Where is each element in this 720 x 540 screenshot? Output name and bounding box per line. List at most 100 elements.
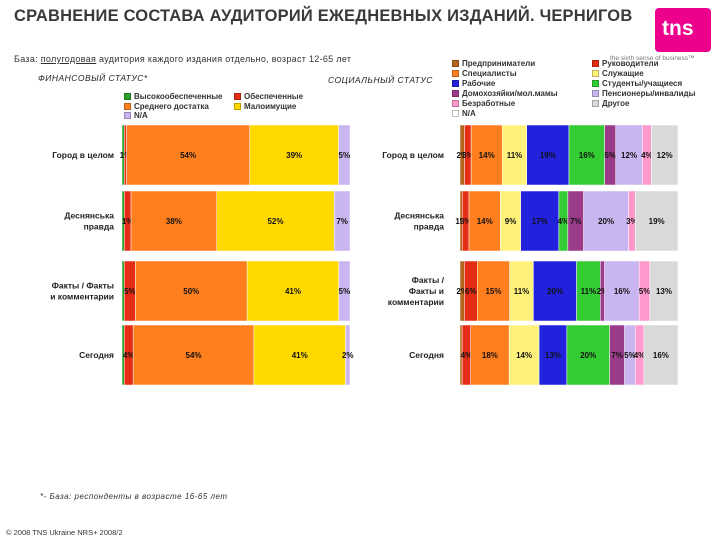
bar-segment xyxy=(338,124,351,186)
bar-segment xyxy=(566,324,610,386)
bar-segment xyxy=(470,124,503,186)
data-label: 20% xyxy=(598,217,614,226)
data-label: 16% xyxy=(653,351,669,360)
data-label: 20% xyxy=(580,351,596,360)
bar-segment xyxy=(135,260,248,322)
data-label: 52% xyxy=(267,217,283,226)
logo-text: tns xyxy=(662,17,694,40)
legend-swatch xyxy=(452,90,459,97)
bar-segment xyxy=(651,124,679,186)
data-label: 1% xyxy=(122,217,134,226)
category-label-line: правда xyxy=(414,222,445,232)
legend-swatch xyxy=(452,100,459,107)
data-label: 11% xyxy=(507,151,523,160)
data-label: 13% xyxy=(545,351,561,360)
data-label: 5% xyxy=(639,287,651,296)
legend-item: Студенты/учащиеся xyxy=(592,79,682,88)
data-label: 54% xyxy=(180,151,196,160)
data-label: 2% xyxy=(456,287,468,296)
data-label: 7% xyxy=(611,351,623,360)
legend-swatch xyxy=(234,93,241,100)
data-label: 17% xyxy=(532,217,548,226)
category-label-line: Город в целом xyxy=(52,150,114,160)
category-label-line: Сегодня xyxy=(79,350,114,360)
legend-swatch xyxy=(452,80,459,87)
legend-item: Пенсионеры/инвалиды xyxy=(592,89,695,98)
data-label: 41% xyxy=(285,287,301,296)
bar-segment xyxy=(635,190,679,252)
category-label: Сегодня xyxy=(79,350,114,360)
category-label: Город в целом xyxy=(52,150,114,160)
legend-label: Предприниматели xyxy=(462,59,536,68)
data-label: 15% xyxy=(485,287,501,296)
social-status-chart: Город в целом 2%3% 14% 11% 19% 16% 5% 12% 4% 12%Д… xyxy=(382,124,679,386)
data-label: 50% xyxy=(183,287,199,296)
bar-segment xyxy=(470,324,510,386)
data-label: 14% xyxy=(479,151,495,160)
category-label-line: Город в целом xyxy=(382,150,444,160)
data-label: 2% xyxy=(342,351,354,360)
legend-label: Руководители xyxy=(602,59,659,68)
bar-segment xyxy=(615,124,643,186)
bar-segment xyxy=(216,190,335,252)
category-label: Город в целом xyxy=(382,150,444,160)
legend-item: Обеспеченные xyxy=(234,92,303,101)
legend-swatch xyxy=(124,112,131,119)
bar-segment xyxy=(249,124,339,186)
legend-swatch xyxy=(592,90,599,97)
data-label: 14% xyxy=(477,217,493,226)
data-label: 2% xyxy=(456,151,468,160)
bar-segment xyxy=(526,124,570,186)
bar-segment xyxy=(130,190,218,252)
data-label: 4% xyxy=(558,217,570,226)
base-note: База: полугодовая аудитория каждого изда… xyxy=(14,54,351,64)
bar-segment xyxy=(253,324,346,386)
bar-segment xyxy=(583,190,629,252)
data-label: 3% xyxy=(460,217,472,226)
legend-label: Среднего достатка xyxy=(134,101,209,111)
legend-label: Безработные xyxy=(462,99,516,108)
data-label: 3% xyxy=(626,217,638,226)
data-label: 20% xyxy=(547,287,563,296)
tns-logo: tns xyxy=(655,8,711,52)
bar-segment xyxy=(126,124,250,186)
legend-label: Другое xyxy=(602,99,630,108)
data-label: 6% xyxy=(465,287,477,296)
data-label: 12% xyxy=(657,151,673,160)
data-label: 3% xyxy=(462,151,474,160)
category-label-line: Факты и xyxy=(409,286,444,296)
data-label: 16% xyxy=(614,287,630,296)
legend-item: Служащие xyxy=(592,69,644,78)
data-label: 14% xyxy=(516,351,532,360)
bar-segment xyxy=(477,260,510,322)
legend-item: Предприниматели xyxy=(452,59,535,68)
data-label: 11% xyxy=(581,287,597,296)
data-label: 39% xyxy=(286,151,302,160)
legend-label: Специалисты xyxy=(462,69,517,78)
legend-swatch xyxy=(452,60,459,67)
category-label-line: правда xyxy=(84,222,115,232)
legend-item: Домохозяйки/мол.мамы xyxy=(452,89,558,98)
base-prefix: База: xyxy=(14,54,41,64)
data-label: 4% xyxy=(641,151,653,160)
copyright: © 2008 TNS Ukraine NRS+ 2008/2 xyxy=(6,528,123,537)
data-label: 7% xyxy=(336,217,348,226)
legend-item: Малоимущие xyxy=(234,102,296,111)
data-label: 5% xyxy=(604,151,616,160)
data-label: 54% xyxy=(186,351,202,360)
category-label-line: комментарии xyxy=(388,297,444,307)
tagline: the sixth sense of business™ xyxy=(610,55,695,62)
legend-swatch xyxy=(592,60,599,67)
base-underlined: полугодовая xyxy=(40,54,97,64)
data-label: 4% xyxy=(461,351,473,360)
data-label: 5% xyxy=(124,287,136,296)
bar-segment xyxy=(345,324,351,386)
legend-swatch xyxy=(124,102,131,110)
social-status-title: СОЦИАЛЬНЫЙ СТАТУС xyxy=(328,75,433,85)
legend-item: Безработные xyxy=(452,99,515,108)
